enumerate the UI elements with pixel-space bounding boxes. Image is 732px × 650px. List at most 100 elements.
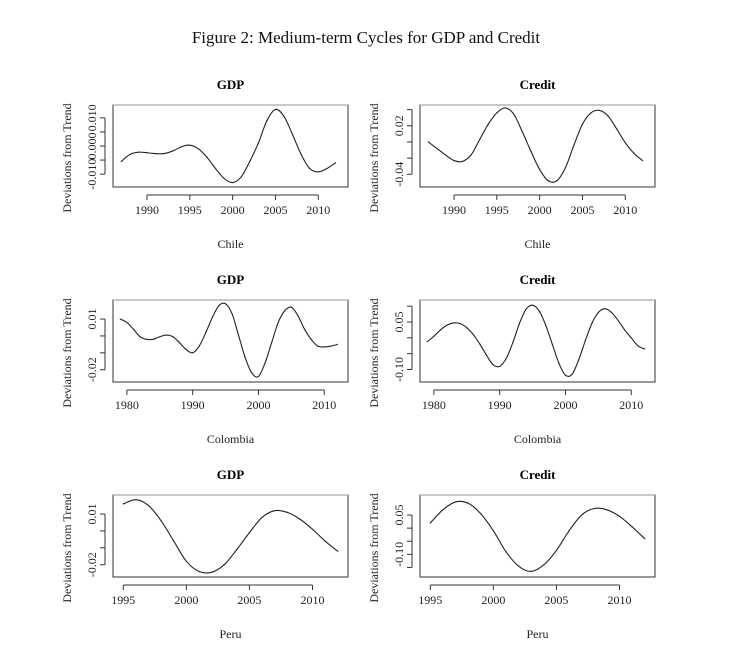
y-axis-label: Deviations from Trend	[367, 103, 381, 212]
x-tick-label: 2010	[613, 203, 637, 217]
data-point	[470, 154, 472, 156]
data-point	[185, 348, 187, 351]
plot-frame	[112, 494, 349, 578]
data-point	[426, 341, 428, 343]
data-point	[146, 152, 148, 154]
data-point	[129, 153, 131, 156]
data-point	[284, 310, 286, 312]
data-point	[206, 156, 208, 158]
data-point	[185, 560, 187, 562]
data-point	[261, 516, 263, 519]
data-point	[165, 334, 167, 336]
data-point	[274, 510, 276, 512]
data-point	[590, 112, 592, 114]
data-point	[223, 177, 225, 179]
data-point	[466, 327, 468, 329]
data-point	[547, 180, 549, 182]
data-point	[593, 507, 595, 510]
data-point	[132, 328, 135, 330]
data-point	[303, 328, 306, 330]
data-point	[309, 167, 311, 170]
data-point	[317, 171, 319, 173]
data-point	[610, 311, 613, 314]
data-point	[317, 345, 319, 347]
x-tick-label: 2005	[263, 203, 287, 217]
y-axis-label: Deviations from Trend	[367, 298, 381, 407]
data-point	[271, 342, 273, 344]
data-point	[442, 509, 444, 511]
data-point	[334, 162, 337, 164]
data-point	[248, 532, 251, 534]
y-tick-label: -0.010	[85, 159, 99, 190]
data-point	[232, 181, 234, 184]
data-point	[564, 374, 567, 376]
plot-frame	[419, 104, 656, 188]
data-point	[189, 144, 191, 146]
y-tick-label: 0.05	[392, 505, 406, 526]
x-tick-label: 2005	[544, 593, 568, 607]
data-point	[578, 359, 580, 361]
data-point	[266, 120, 268, 122]
data-point	[311, 528, 314, 530]
data-point	[446, 324, 448, 326]
data-point	[330, 345, 332, 347]
x-tick-label: 2010	[306, 203, 330, 217]
data-point	[525, 308, 527, 310]
y-tick-label: 0.05	[392, 312, 406, 333]
data-point	[238, 335, 240, 337]
panel-peru-credit: Credit 1995 2000 2005 2010 -0.10 0.05 Deviation…	[367, 467, 656, 641]
x-tick-label: 2005	[237, 593, 261, 607]
data-point	[172, 150, 174, 152]
data-point	[453, 322, 455, 324]
data-point	[336, 343, 339, 345]
x-tick-label: 1990	[488, 398, 512, 412]
data-point	[172, 336, 174, 338]
data-point	[223, 564, 225, 566]
data-point	[173, 540, 175, 542]
data-point	[558, 362, 560, 364]
data-point	[644, 538, 646, 540]
data-point	[205, 331, 207, 334]
data-point	[617, 319, 619, 322]
panel-title: GDP	[217, 77, 245, 92]
series-line-gdp	[120, 302, 338, 378]
data-point	[555, 549, 558, 552]
x-tick-label: 1995	[485, 203, 509, 217]
data-point	[236, 548, 238, 551]
y-tick-label: 0.01	[85, 504, 99, 525]
data-point	[197, 148, 199, 150]
data-point	[159, 336, 161, 338]
data-point	[163, 153, 165, 155]
data-point	[539, 168, 541, 171]
data-point	[573, 144, 575, 146]
data-point	[297, 315, 299, 317]
figure-title: Figure 2: Medium-term Cycles for GDP and…	[191, 28, 541, 47]
data-point	[429, 522, 431, 524]
plot-frame	[419, 299, 656, 383]
data-point	[556, 180, 558, 182]
panel-title: GDP	[217, 467, 245, 482]
series-line-credit	[426, 304, 645, 377]
data-point	[286, 511, 288, 513]
data-point	[604, 308, 606, 310]
data-point	[616, 128, 618, 130]
x-tick-label: 1990	[181, 398, 205, 412]
panel-title: Credit	[520, 467, 557, 482]
data-point	[454, 501, 457, 503]
data-point	[479, 343, 481, 345]
plot-frame	[419, 494, 656, 578]
data-point	[251, 372, 253, 374]
x-tick-label: 1980	[115, 398, 139, 412]
data-point	[427, 141, 429, 143]
data-point	[283, 115, 285, 118]
data-point	[147, 505, 150, 507]
x-axis-label: Peru	[527, 627, 549, 641]
x-tick-label: 2010	[300, 593, 324, 607]
data-point	[485, 354, 488, 356]
data-point	[453, 159, 455, 162]
x-tick-label: 1995	[111, 593, 135, 607]
y-tick-label: -0.02	[85, 357, 99, 382]
panel-title: Credit	[520, 77, 557, 92]
data-point	[277, 321, 279, 324]
